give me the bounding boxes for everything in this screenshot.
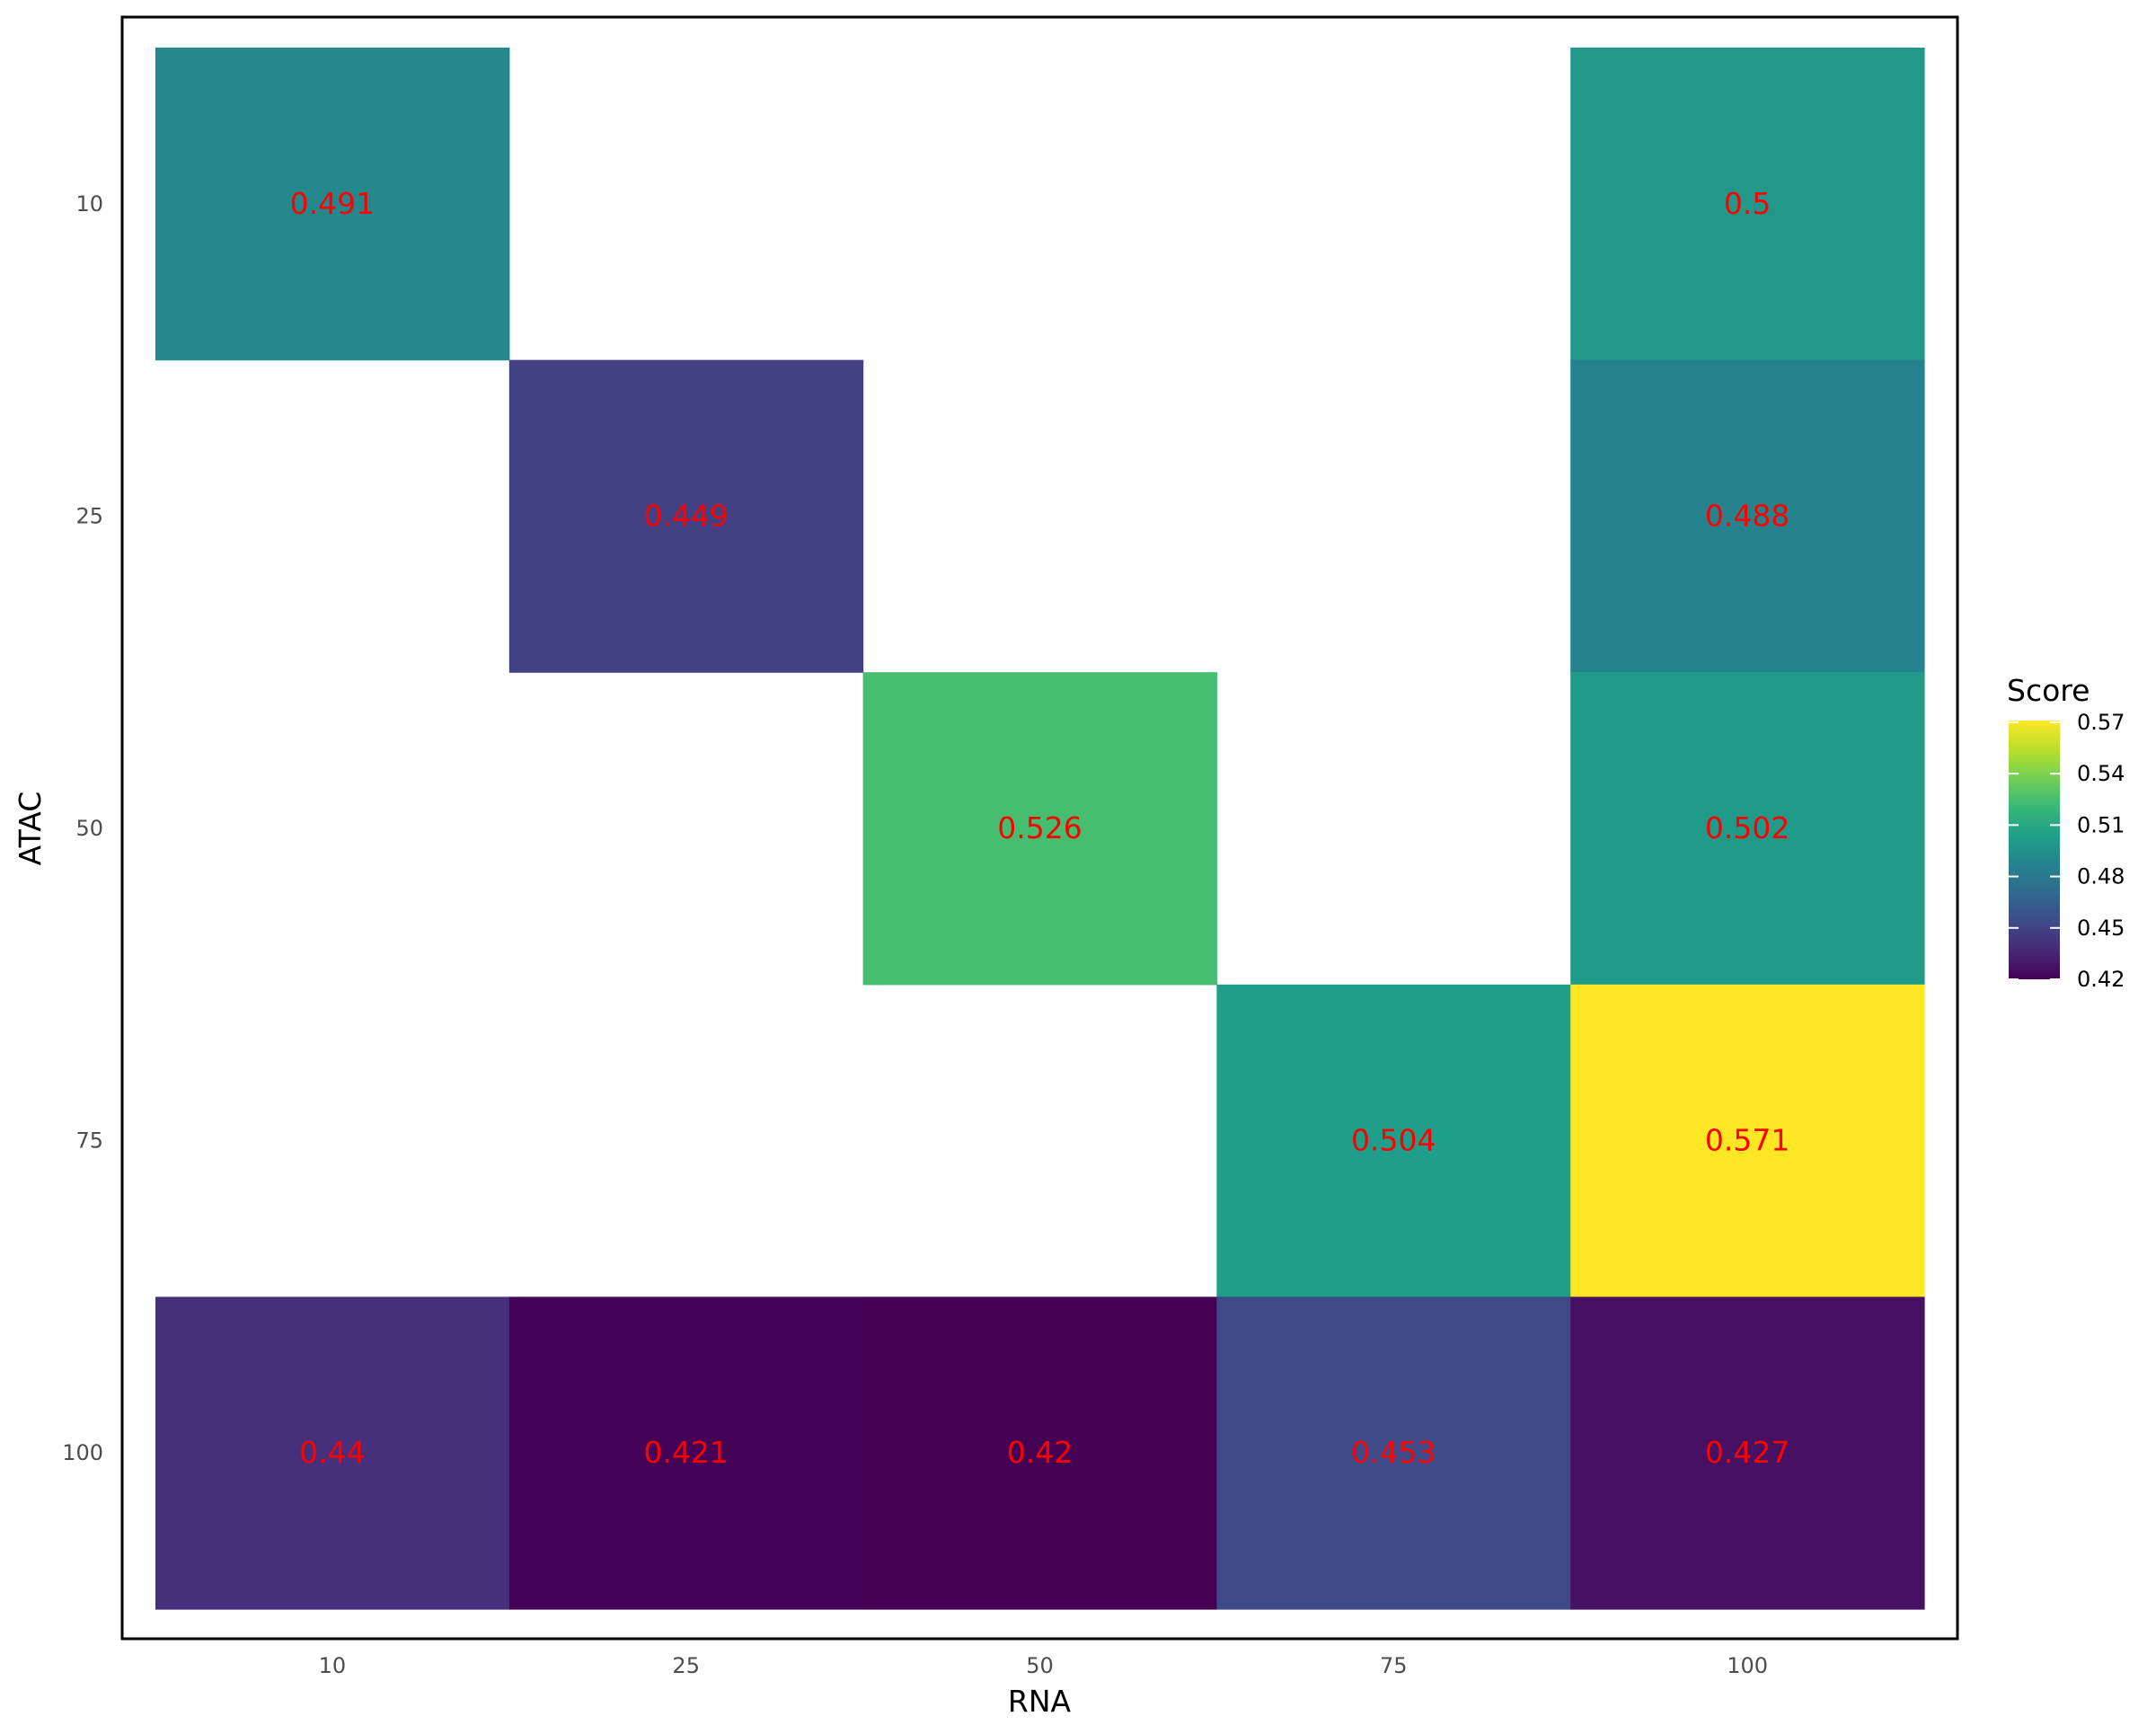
legend-tick-label: 0.45: [2077, 916, 2125, 941]
heatmap-cell: [1570, 1296, 1925, 1610]
x-tick-label: 100: [1727, 1653, 1768, 1678]
heatmap-cell: [155, 48, 510, 361]
x-tick-label: 75: [1380, 1653, 1408, 1678]
y-tick-label: 25: [75, 503, 103, 528]
cell-value-label: 0.571: [1705, 1123, 1789, 1158]
heatmap-cell: [1570, 359, 1925, 673]
x-tick-label: 10: [319, 1653, 347, 1678]
cell-value-label: 0.453: [1351, 1435, 1436, 1470]
cell-value-label: 0.5: [1724, 186, 1771, 221]
y-axis-ticks: 10 25 50 75 100: [62, 191, 103, 1465]
legend-tick-label: 0.57: [2077, 710, 2125, 735]
cell-value-label: 0.421: [643, 1435, 728, 1470]
x-tick-label: 25: [672, 1653, 700, 1678]
heatmap-cell: [1216, 984, 1571, 1297]
heatmap-cell: [1570, 672, 1925, 986]
legend-tick-label: 0.54: [2077, 761, 2125, 786]
cell-value-label: 0.526: [997, 810, 1082, 845]
heatmap-cell: [508, 1296, 864, 1610]
x-axis-title: RNA: [1008, 1684, 1072, 1719]
heatmap-cell: [1570, 48, 1925, 361]
legend-tick-label: 0.42: [2077, 967, 2125, 992]
cell-value-label: 0.44: [299, 1435, 365, 1470]
y-tick-label: 10: [75, 191, 103, 217]
legend-colorbar: [2009, 721, 2060, 979]
legend-tick-label: 0.51: [2077, 812, 2125, 837]
legend-title: Score: [2007, 673, 2090, 708]
heatmap-cell: [862, 1296, 1217, 1610]
y-tick-label: 75: [75, 1128, 103, 1154]
x-axis-ticks: 10 25 50 75 100: [319, 1653, 1768, 1678]
y-tick-label: 100: [62, 1440, 103, 1465]
legend-tick-label: 0.48: [2077, 864, 2125, 889]
cell-value-label: 0.491: [290, 186, 375, 221]
heatmap-cell: [862, 672, 1217, 986]
x-tick-label: 50: [1026, 1653, 1054, 1678]
heatmap-cell: [1216, 1296, 1571, 1610]
heatmap-cell: [155, 1296, 510, 1610]
y-tick-label: 50: [75, 816, 103, 841]
heatmap-cell: [508, 359, 864, 673]
heatmap-cells: [155, 48, 1925, 1610]
color-legend: Score 0.42 0.45 0.48 0.51 0.54 0.57: [2007, 673, 2125, 992]
cell-value-label: 0.427: [1705, 1435, 1789, 1470]
y-axis-title: ATAC: [13, 792, 48, 866]
cell-value-labels: 0.491 0.5 0.449 0.488 0.526 0.502 0.504 0.571 0.…: [290, 186, 1790, 1470]
legend-ticks: 0.42 0.45 0.48 0.51 0.54 0.57: [2009, 710, 2125, 992]
cell-value-label: 0.504: [1351, 1123, 1436, 1158]
cell-value-label: 0.488: [1705, 498, 1789, 533]
heatmap-cell: [1570, 984, 1925, 1297]
cell-value-label: 0.449: [643, 498, 728, 533]
cell-value-label: 0.42: [1007, 1435, 1073, 1470]
cell-value-label: 0.502: [1705, 810, 1789, 845]
panel-border: [120, 15, 1959, 1641]
